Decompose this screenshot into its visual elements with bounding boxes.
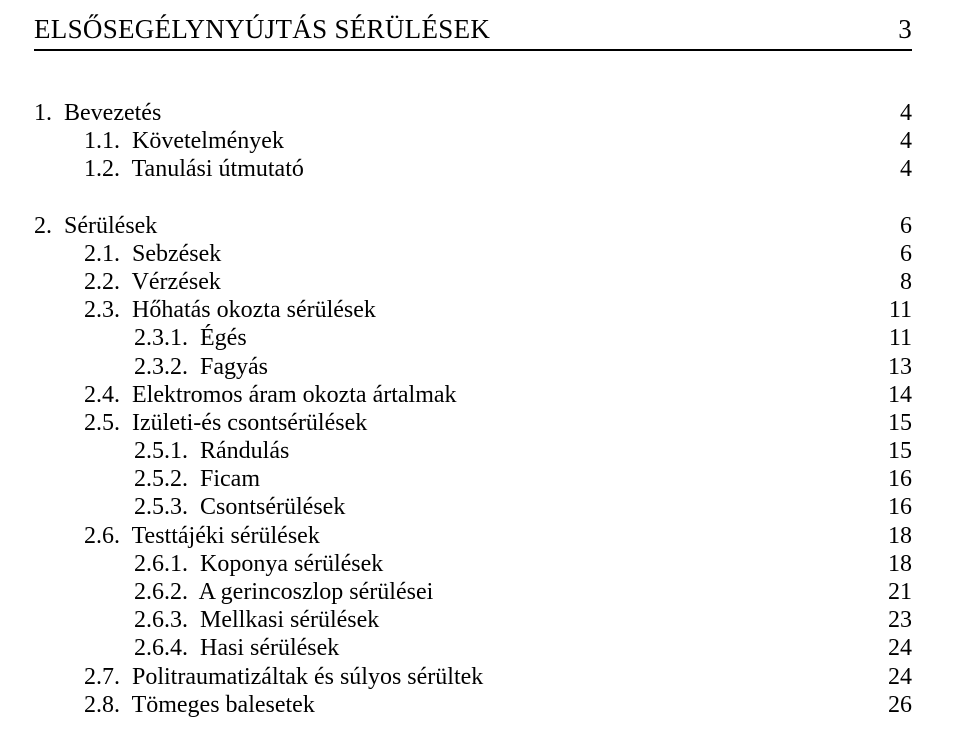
toc-entry-label: 2. Sérülések — [34, 212, 157, 240]
toc-entry-label: 2.5.3. Csontsérülések — [34, 493, 345, 521]
toc-entry-label: 2.5. Izületi-és csontsérülések — [34, 409, 367, 437]
toc-entry-page: 16 — [860, 465, 912, 493]
toc-row: 2.6. Testtájéki sérülések 18 — [34, 522, 912, 550]
toc-entry-label: 2.8. Tömeges balesetek — [34, 691, 315, 719]
toc-row: 2.6.2. A gerincoszlop sérülései 21 — [34, 578, 912, 606]
toc-entry-label: 2.7. Politraumatizáltak és súlyos sérült… — [34, 663, 483, 691]
toc-entry-page: 4 — [860, 127, 912, 155]
toc-row: 2.3.2. Fagyás 13 — [34, 353, 912, 381]
toc-entry-label: 2.6.4. Hasi sérülések — [34, 634, 339, 662]
toc-entry-page: 11 — [860, 296, 912, 324]
toc-row: 1.2. Tanulási útmutató 4 — [34, 155, 912, 183]
toc-entry-page: 15 — [860, 409, 912, 437]
toc-entry-page: 21 — [860, 578, 912, 606]
toc-entry-label: 2.6. Testtájéki sérülések — [34, 522, 320, 550]
page-title: ELSŐSEGÉLYNYÚJTÁS SÉRÜLÉSEK — [34, 14, 490, 45]
toc-row: 2.2. Vérzések 8 — [34, 268, 912, 296]
toc-entry-page: 6 — [860, 240, 912, 268]
page-number: 3 — [898, 14, 912, 45]
toc-entry-label: 2.5.2. Ficam — [34, 465, 260, 493]
toc-row: 2.6.3. Mellkasi sérülések 23 — [34, 606, 912, 634]
toc-entry-label: 2.4. Elektromos áram okozta ártalmak — [34, 381, 457, 409]
toc-entry-label: 2.5.1. Rándulás — [34, 437, 289, 465]
toc-row: 2.4. Elektromos áram okozta ártalmak 14 — [34, 381, 912, 409]
toc-row: 2.6.4. Hasi sérülések 24 — [34, 634, 912, 662]
toc-entry-page: 15 — [860, 437, 912, 465]
document-page: ELSŐSEGÉLYNYÚJTÁS SÉRÜLÉSEK 3 1. Bevezet… — [0, 0, 960, 719]
toc-row: 1. Bevezetés 4 — [34, 99, 912, 127]
toc-row: 2.3. Hőhatás okozta sérülések 11 — [34, 296, 912, 324]
toc-entry-page: 14 — [860, 381, 912, 409]
toc-entry-label: 2.6.2. A gerincoszlop sérülései — [34, 578, 433, 606]
toc-entry-page: 16 — [860, 493, 912, 521]
toc-entry-label: 1.1. Követelmények — [34, 127, 284, 155]
toc-entry-page: 24 — [860, 634, 912, 662]
toc-entry-page: 18 — [860, 522, 912, 550]
toc-row: 2.3.1. Égés 11 — [34, 324, 912, 352]
toc-row: 2. Sérülések 6 — [34, 212, 912, 240]
toc-row: 1.1. Követelmények 4 — [34, 127, 912, 155]
toc-entry-page: 13 — [860, 353, 912, 381]
toc-entry-label: 2.6.1. Koponya sérülések — [34, 550, 383, 578]
toc-entry-page: 6 — [860, 212, 912, 240]
toc-entry-label: 2.3.2. Fagyás — [34, 353, 268, 381]
toc-entry-page: 18 — [860, 550, 912, 578]
toc-row: 2.8. Tömeges balesetek 26 — [34, 691, 912, 719]
toc-row: 2.6.1. Koponya sérülések 18 — [34, 550, 912, 578]
toc-section: 1. Bevezetés41.1. Követelmények41.2. Tan… — [34, 99, 912, 184]
toc-row: 2.1. Sebzések 6 — [34, 240, 912, 268]
toc-row: 2.5.2. Ficam 16 — [34, 465, 912, 493]
toc-entry-page: 11 — [860, 324, 912, 352]
toc-entry-label: 2.3. Hőhatás okozta sérülések — [34, 296, 376, 324]
toc-entry-page: 4 — [860, 99, 912, 127]
toc-entry-page: 24 — [860, 663, 912, 691]
toc-entry-label: 2.2. Vérzések — [34, 268, 221, 296]
toc-entry-label: 2.3.1. Égés — [34, 324, 247, 352]
toc-entry-page: 8 — [860, 268, 912, 296]
toc-entry-page: 4 — [860, 155, 912, 183]
toc-entry-page: 23 — [860, 606, 912, 634]
toc-entry-label: 2.1. Sebzések — [34, 240, 221, 268]
toc-entry-label: 1.2. Tanulási útmutató — [34, 155, 304, 183]
table-of-contents: 1. Bevezetés41.1. Követelmények41.2. Tan… — [34, 99, 912, 719]
toc-row: 2.5. Izületi-és csontsérülések 15 — [34, 409, 912, 437]
toc-entry-label: 1. Bevezetés — [34, 99, 161, 127]
toc-section: 2. Sérülések62.1. Sebzések62.2. Vérzések… — [34, 212, 912, 719]
toc-row: 2.5.1. Rándulás 15 — [34, 437, 912, 465]
toc-row: 2.7. Politraumatizáltak és súlyos sérült… — [34, 663, 912, 691]
page-header: ELSŐSEGÉLYNYÚJTÁS SÉRÜLÉSEK 3 — [34, 14, 912, 45]
toc-row: 2.5.3. Csontsérülések 16 — [34, 493, 912, 521]
toc-entry-label: 2.6.3. Mellkasi sérülések — [34, 606, 379, 634]
toc-entry-page: 26 — [860, 691, 912, 719]
header-divider — [34, 49, 912, 51]
